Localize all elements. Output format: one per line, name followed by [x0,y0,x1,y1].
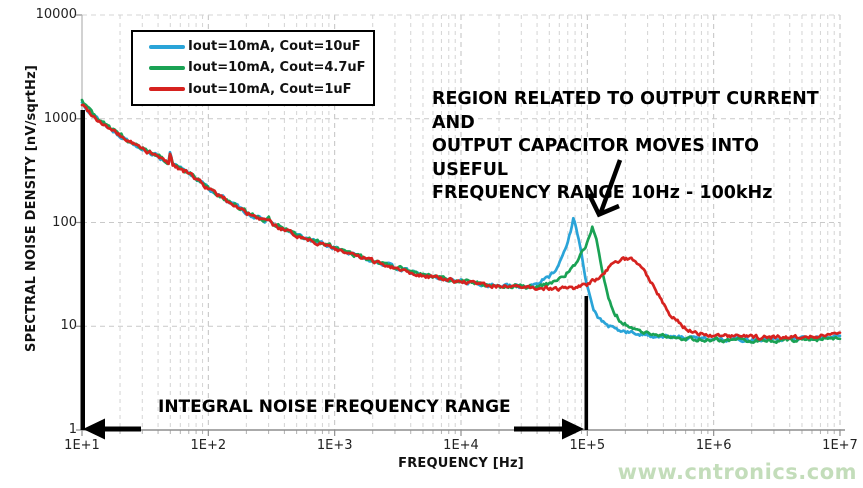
series-curve-2 [80,103,842,341]
integral-range-annotation-text: INTEGRAL NOISE FREQUENCY RANGE [158,397,511,417]
series-label: Iout=10mA, Cout=4.7uF [188,60,366,76]
y-tick-label: 1 [68,422,77,437]
watermark-text: www.cntronics.com [617,460,857,484]
series-label: Iout=10mA, Cout=1uF [188,81,352,97]
integral-range-left-arrowhead-icon [83,418,105,440]
legend-item-cout-1uf: Iout=10mA, Cout=1uF [133,82,373,97]
region-arrowhead-icon [586,193,620,218]
x-tick-label: 1E+1 [64,438,100,453]
x-tick-label: 1E+7 [822,438,858,453]
integral-range-right-arrowhead-icon [562,418,584,440]
legend-item-cout-10uf: Iout=10mA, Cout=10uF [133,39,373,54]
x-tick-label: 1E+4 [443,438,479,453]
x-axis-title: FREQUENCY [Hz] [398,456,524,471]
y-tick-label: 10 [60,318,77,334]
x-tick-label: 1E+3 [316,438,353,453]
x-tick-label: 1E+2 [190,438,227,453]
series-swatch-green [149,65,185,70]
region-arrow-shaft [598,159,623,213]
gridlines [76,14,841,436]
x-tick-label: 1E+6 [695,438,732,453]
integral-range-start-line [80,110,85,430]
y-tick-label: 100 [52,214,77,230]
y-tick-label: 10000 [35,7,77,22]
integral-range-right-arrow-shaft [514,426,564,432]
legend-item-cout-4p7uf: Iout=10mA, Cout=4.7uF [133,60,373,75]
integral-range-left-arrow-shaft [99,426,141,432]
series-label: Iout=10mA, Cout=10uF [188,39,361,55]
series-swatch-red [149,87,185,92]
region-annotation-text: REGION RELATED TO OUTPUT CURRENT AND OUT… [432,89,819,203]
y-tick-label: 1000 [43,110,77,126]
integral-range-end-line [584,296,589,430]
x-tick-label: 1E+5 [569,438,606,453]
legend-box: Iout=10mA, Cout=10uF Iout=10mA, Cout=4.7… [131,30,375,106]
series-swatch-blue [149,44,185,49]
y-axis-title: SPECTRAL NOISE DENSITY [nV/sqrtHz] [24,64,39,352]
noise-curves [80,98,842,345]
annotation-shapes [80,110,623,440]
